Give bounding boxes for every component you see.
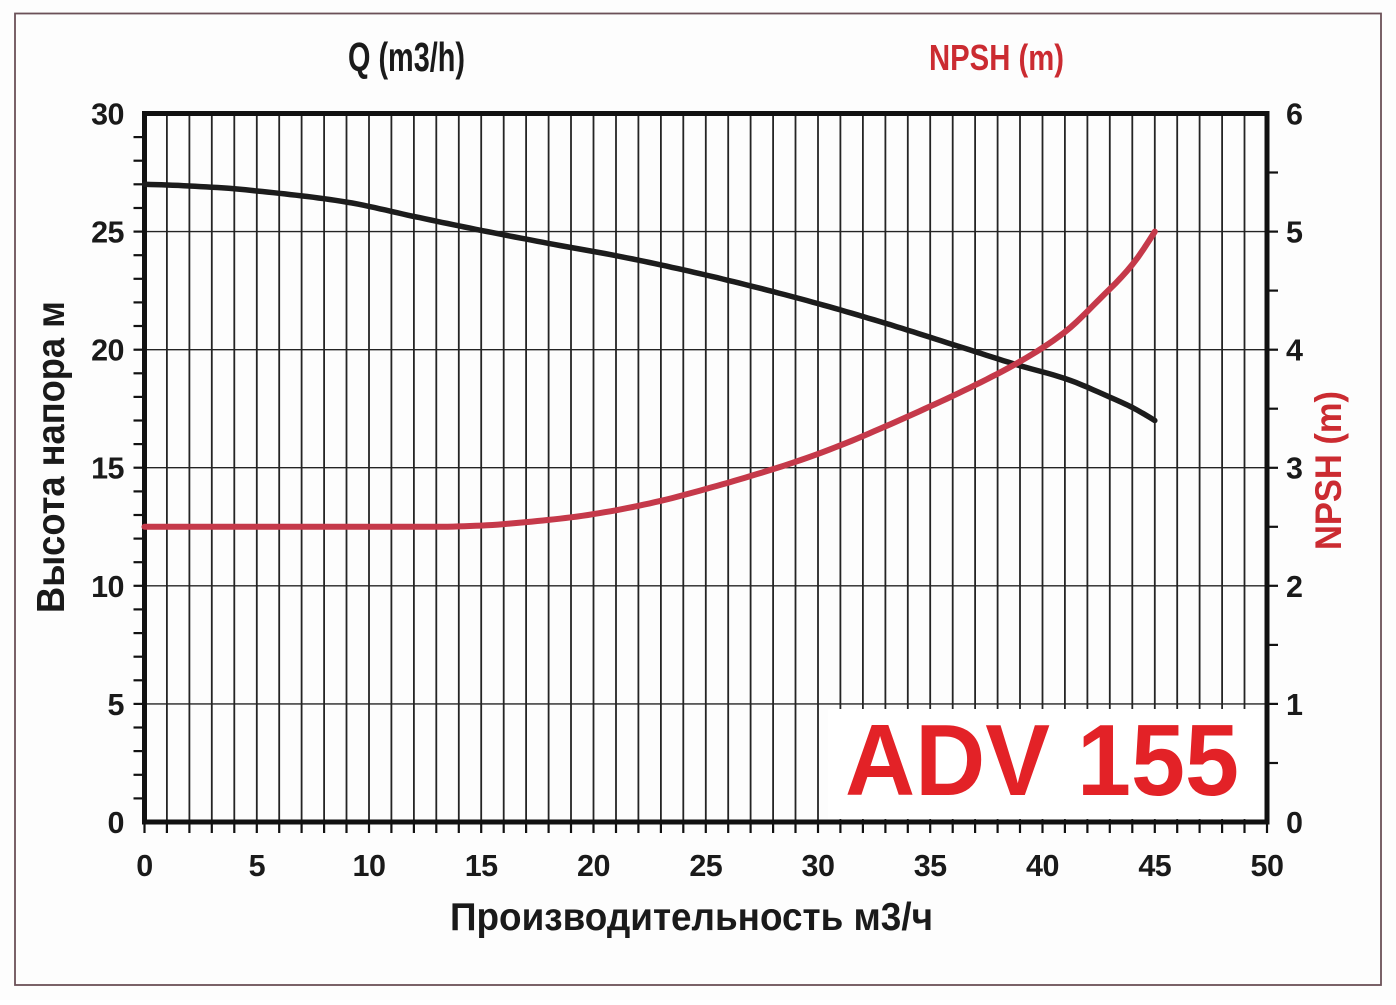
svg-text:0: 0 [108, 806, 124, 840]
svg-text:25: 25 [689, 849, 722, 883]
svg-text:15: 15 [91, 452, 124, 486]
svg-text:10: 10 [353, 849, 386, 883]
svg-text:30: 30 [91, 98, 124, 132]
svg-text:45: 45 [1138, 849, 1171, 883]
svg-text:30: 30 [802, 849, 835, 883]
svg-text:6: 6 [1286, 98, 1302, 132]
svg-text:35: 35 [914, 849, 947, 883]
svg-text:20: 20 [577, 849, 610, 883]
svg-text:2: 2 [1286, 570, 1302, 604]
svg-text:40: 40 [1026, 849, 1059, 883]
svg-text:4: 4 [1286, 334, 1303, 368]
svg-text:Производительность м3/ч: Производительность м3/ч [450, 896, 933, 939]
svg-text:NPSH (m): NPSH (m) [929, 37, 1064, 78]
svg-text:25: 25 [91, 216, 124, 250]
svg-text:3: 3 [1286, 452, 1302, 486]
svg-text:5: 5 [1286, 216, 1303, 250]
svg-text:Высота напора м: Высота напора м [30, 301, 73, 613]
svg-text:Q (m3/h): Q (m3/h) [348, 34, 465, 80]
svg-text:ADV 155: ADV 155 [845, 705, 1239, 817]
svg-text:20: 20 [91, 334, 124, 368]
svg-text:15: 15 [465, 849, 498, 883]
svg-text:50: 50 [1251, 849, 1284, 883]
svg-text:5: 5 [249, 849, 266, 883]
svg-text:10: 10 [91, 570, 124, 604]
svg-text:NPSH (m): NPSH (m) [1308, 391, 1349, 550]
svg-text:5: 5 [108, 688, 125, 722]
svg-text:0: 0 [136, 849, 152, 883]
svg-text:0: 0 [1286, 806, 1302, 840]
svg-text:1: 1 [1286, 688, 1303, 722]
